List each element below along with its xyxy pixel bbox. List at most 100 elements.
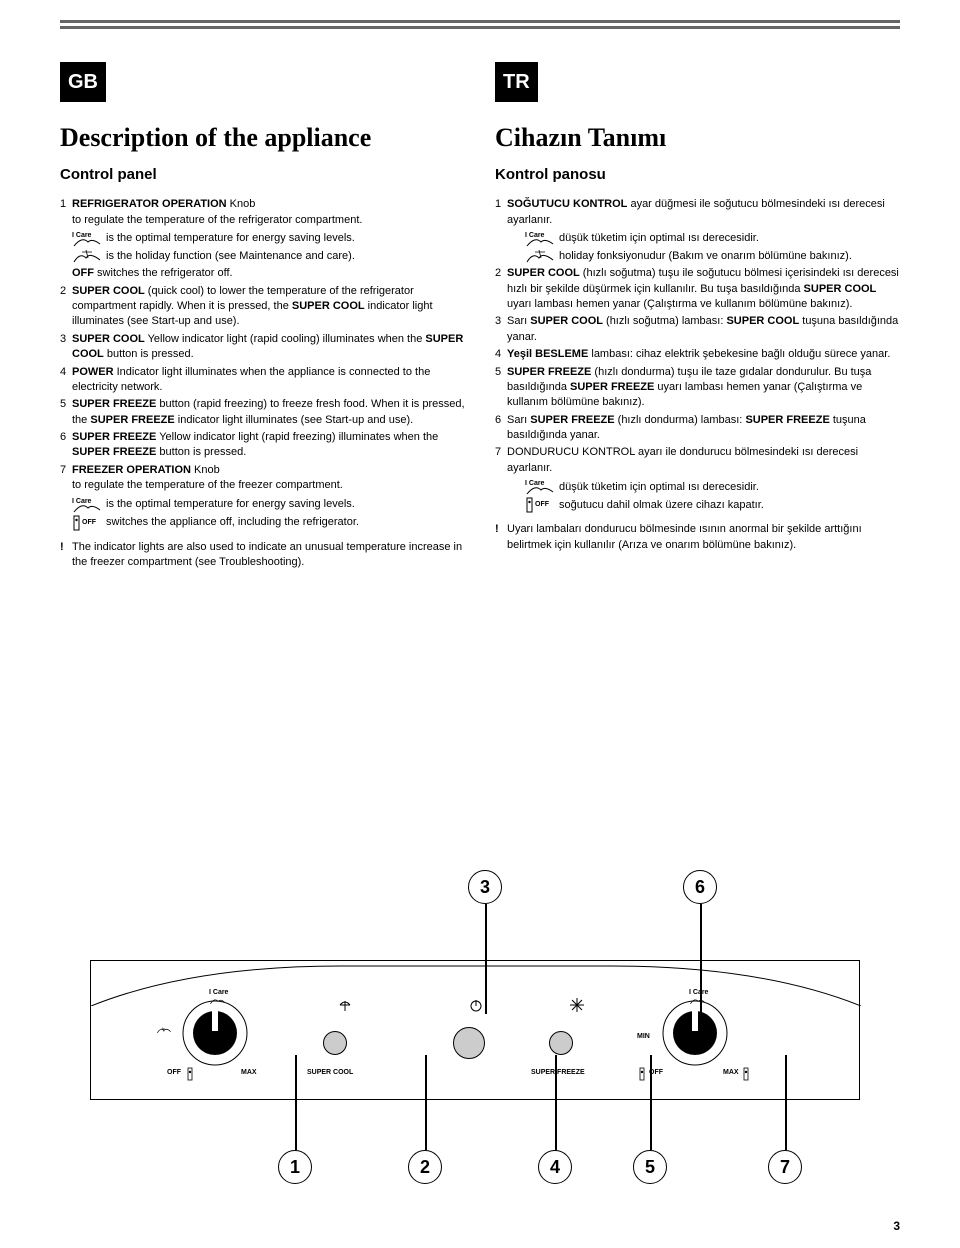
icon-line-text: is the optimal temperature for energy sa… — [106, 231, 355, 246]
title-gb: Description of the appliance — [60, 120, 465, 156]
item-number: 4 — [60, 365, 72, 396]
item-text: POWER Indicator light illuminates when t… — [72, 365, 465, 396]
items-gb: 1REFRIGERATOR OPERATION Knobto regulate … — [60, 197, 465, 531]
list-item: 6SUPER FREEZE Yellow indicator light (ra… — [60, 430, 465, 461]
list-item: 2SUPER COOL (hızlı soğutma) tuşu ile soğ… — [495, 266, 900, 312]
super-cool-button — [323, 1031, 347, 1055]
list-item: 6Sarı SUPER FREEZE (hızlı dondurma) lamb… — [495, 413, 900, 444]
power-light — [453, 1027, 485, 1059]
item-number: 5 — [60, 397, 72, 428]
icon-line-text: soğutucu dahil olmak üzere cihazı kapatı… — [559, 498, 764, 513]
item-text: Sarı SUPER FREEZE (hızlı dondurma) lamba… — [507, 413, 900, 444]
icon-line-text: is the holiday function (see Maintenance… — [106, 249, 355, 264]
content-columns: GB Description of the appliance Control … — [0, 42, 960, 570]
super-freeze-button — [549, 1031, 573, 1055]
list-item: 5SUPER FREEZE (hızlı dondurma) tuşu ile … — [495, 365, 900, 411]
off-icon-left — [185, 1067, 195, 1081]
warning-gb: ! The indicator lights are also used to … — [60, 540, 465, 571]
item-number: 1 — [495, 197, 507, 228]
item-text: SUPER FREEZE (hızlı dondurma) tuşu ile t… — [507, 365, 900, 411]
item-number: 2 — [60, 284, 72, 330]
item-text: SUPER COOL (hızlı soğutma) tuşu ile soğu… — [507, 266, 900, 312]
icon-line: is the optimal temperature for energy sa… — [60, 496, 465, 514]
list-item: 4Yeşil BESLEME lambası: cihaz elektrik ş… — [495, 347, 900, 362]
refrigerator-knob — [181, 999, 249, 1067]
icare-icon — [525, 230, 555, 248]
subtitle-tr: Kontrol panosu — [495, 164, 900, 185]
subtitle-gb: Control panel — [60, 164, 465, 185]
min-label-right: MIN — [637, 1033, 650, 1040]
list-item: 7DONDURUCU KONTROL ayarı ile dondurucu b… — [495, 445, 900, 476]
holiday-icon — [525, 248, 555, 266]
callout-7: 7 — [768, 1150, 802, 1184]
icare-icon — [525, 478, 555, 496]
item-number: 1 — [60, 197, 72, 228]
super-cool-label: SUPER COOL — [307, 1069, 353, 1076]
off-icon-right-b — [741, 1067, 751, 1081]
icon-line-text: switches the appliance off, including th… — [106, 515, 359, 530]
callout-line-5 — [650, 1055, 652, 1150]
callout-5: 5 — [633, 1150, 667, 1184]
callout-line-2 — [425, 1055, 427, 1150]
icon-line-text: düşük tüketim için optimal ısı derecesid… — [559, 231, 759, 246]
list-item: 3Sarı SUPER COOL (hızlı soğutma) lambası… — [495, 314, 900, 345]
item-number: 6 — [60, 430, 72, 461]
warning-text-gb: The indicator lights are also used to in… — [72, 540, 465, 571]
icon-line-text: is the optimal temperature for energy sa… — [106, 497, 355, 512]
callout-line-1 — [295, 1055, 297, 1150]
item-number: 5 — [495, 365, 507, 411]
column-tr: TR Cihazın Tanımı Kontrol panosu 1SOĞUTU… — [495, 62, 900, 570]
off-icon — [72, 514, 102, 532]
icare-icon — [209, 997, 225, 1007]
panel-outline: I Care OFF MAX SUPER COOL SUPER FREEZE I… — [90, 960, 860, 1100]
callout-2: 2 — [408, 1150, 442, 1184]
title-tr: Cihazın Tanımı — [495, 120, 900, 156]
list-item: 4POWER Indicator light illuminates when … — [60, 365, 465, 396]
off-icon-right-a — [637, 1067, 647, 1081]
super-freeze-label: SUPER FREEZE — [531, 1069, 585, 1076]
item-text: SOĞUTUCU KONTROL ayar düğmesi ile soğutu… — [507, 197, 900, 228]
icon-line: switches the appliance off, including th… — [60, 514, 465, 532]
item-number: 2 — [495, 266, 507, 312]
list-item: 1REFRIGERATOR OPERATION Knobto regulate … — [60, 197, 465, 228]
lang-badge-gb: GB — [60, 62, 106, 102]
list-item: 1SOĞUTUCU KONTROL ayar düğmesi ile soğut… — [495, 197, 900, 228]
item-text: OFF switches the refrigerator off. — [72, 266, 465, 281]
warning-tr: ! Uyarı lambaları dondurucu bölmesinde ı… — [495, 522, 900, 553]
callout-line-6 — [700, 904, 702, 1014]
off-label-left: OFF — [167, 1069, 181, 1076]
callout-6: 6 — [683, 870, 717, 904]
item-text: SUPER COOL Yellow indicator light (rapid… — [72, 332, 465, 363]
item-text: FREEZER OPERATION Knobto regulate the te… — [72, 463, 465, 494]
icare-label-right: I Care — [689, 989, 708, 996]
icare-icon-right — [689, 997, 705, 1007]
item-text: Sarı SUPER COOL (hızlı soğutma) lambası:… — [507, 314, 900, 345]
item-number: 3 — [60, 332, 72, 363]
icon-line: is the holiday function (see Maintenance… — [60, 248, 465, 266]
icon-line: holiday fonksiyonudur (Bakım ve onarım b… — [495, 248, 900, 266]
max-label-right: MAX — [723, 1069, 739, 1076]
holiday-icon — [156, 1026, 172, 1036]
icon-line-text: holiday fonksiyonudur (Bakım ve onarım b… — [559, 249, 852, 264]
item-number: 6 — [495, 413, 507, 444]
icare-label-left: I Care — [209, 989, 228, 996]
item-number: 7 — [60, 463, 72, 494]
items-tr: 1SOĞUTUCU KONTROL ayar düğmesi ile soğut… — [495, 197, 900, 514]
page-number: 3 — [893, 1219, 900, 1233]
icare-icon — [72, 496, 102, 514]
item-text: SUPER COOL (quick cool) to lower the tem… — [72, 284, 465, 330]
icon-line: düşük tüketim için optimal ısı derecesid… — [495, 478, 900, 496]
warning-text-tr: Uyarı lambaları dondurucu bölmesinde ısı… — [507, 522, 900, 553]
list-item: OFF switches the refrigerator off. — [60, 266, 465, 281]
list-item: 2SUPER COOL (quick cool) to lower the te… — [60, 284, 465, 330]
item-text: SUPER FREEZE button (rapid freezing) to … — [72, 397, 465, 428]
callout-line-4 — [555, 1055, 557, 1150]
icon-line: düşük tüketim için optimal ısı derecesid… — [495, 230, 900, 248]
item-number: 4 — [495, 347, 507, 362]
callout-1: 1 — [278, 1150, 312, 1184]
holiday-icon — [72, 248, 102, 266]
callout-3: 3 — [468, 870, 502, 904]
off-icon — [525, 496, 555, 514]
item-text: REFRIGERATOR OPERATION Knobto regulate t… — [72, 197, 465, 228]
freezer-knob — [661, 999, 729, 1067]
